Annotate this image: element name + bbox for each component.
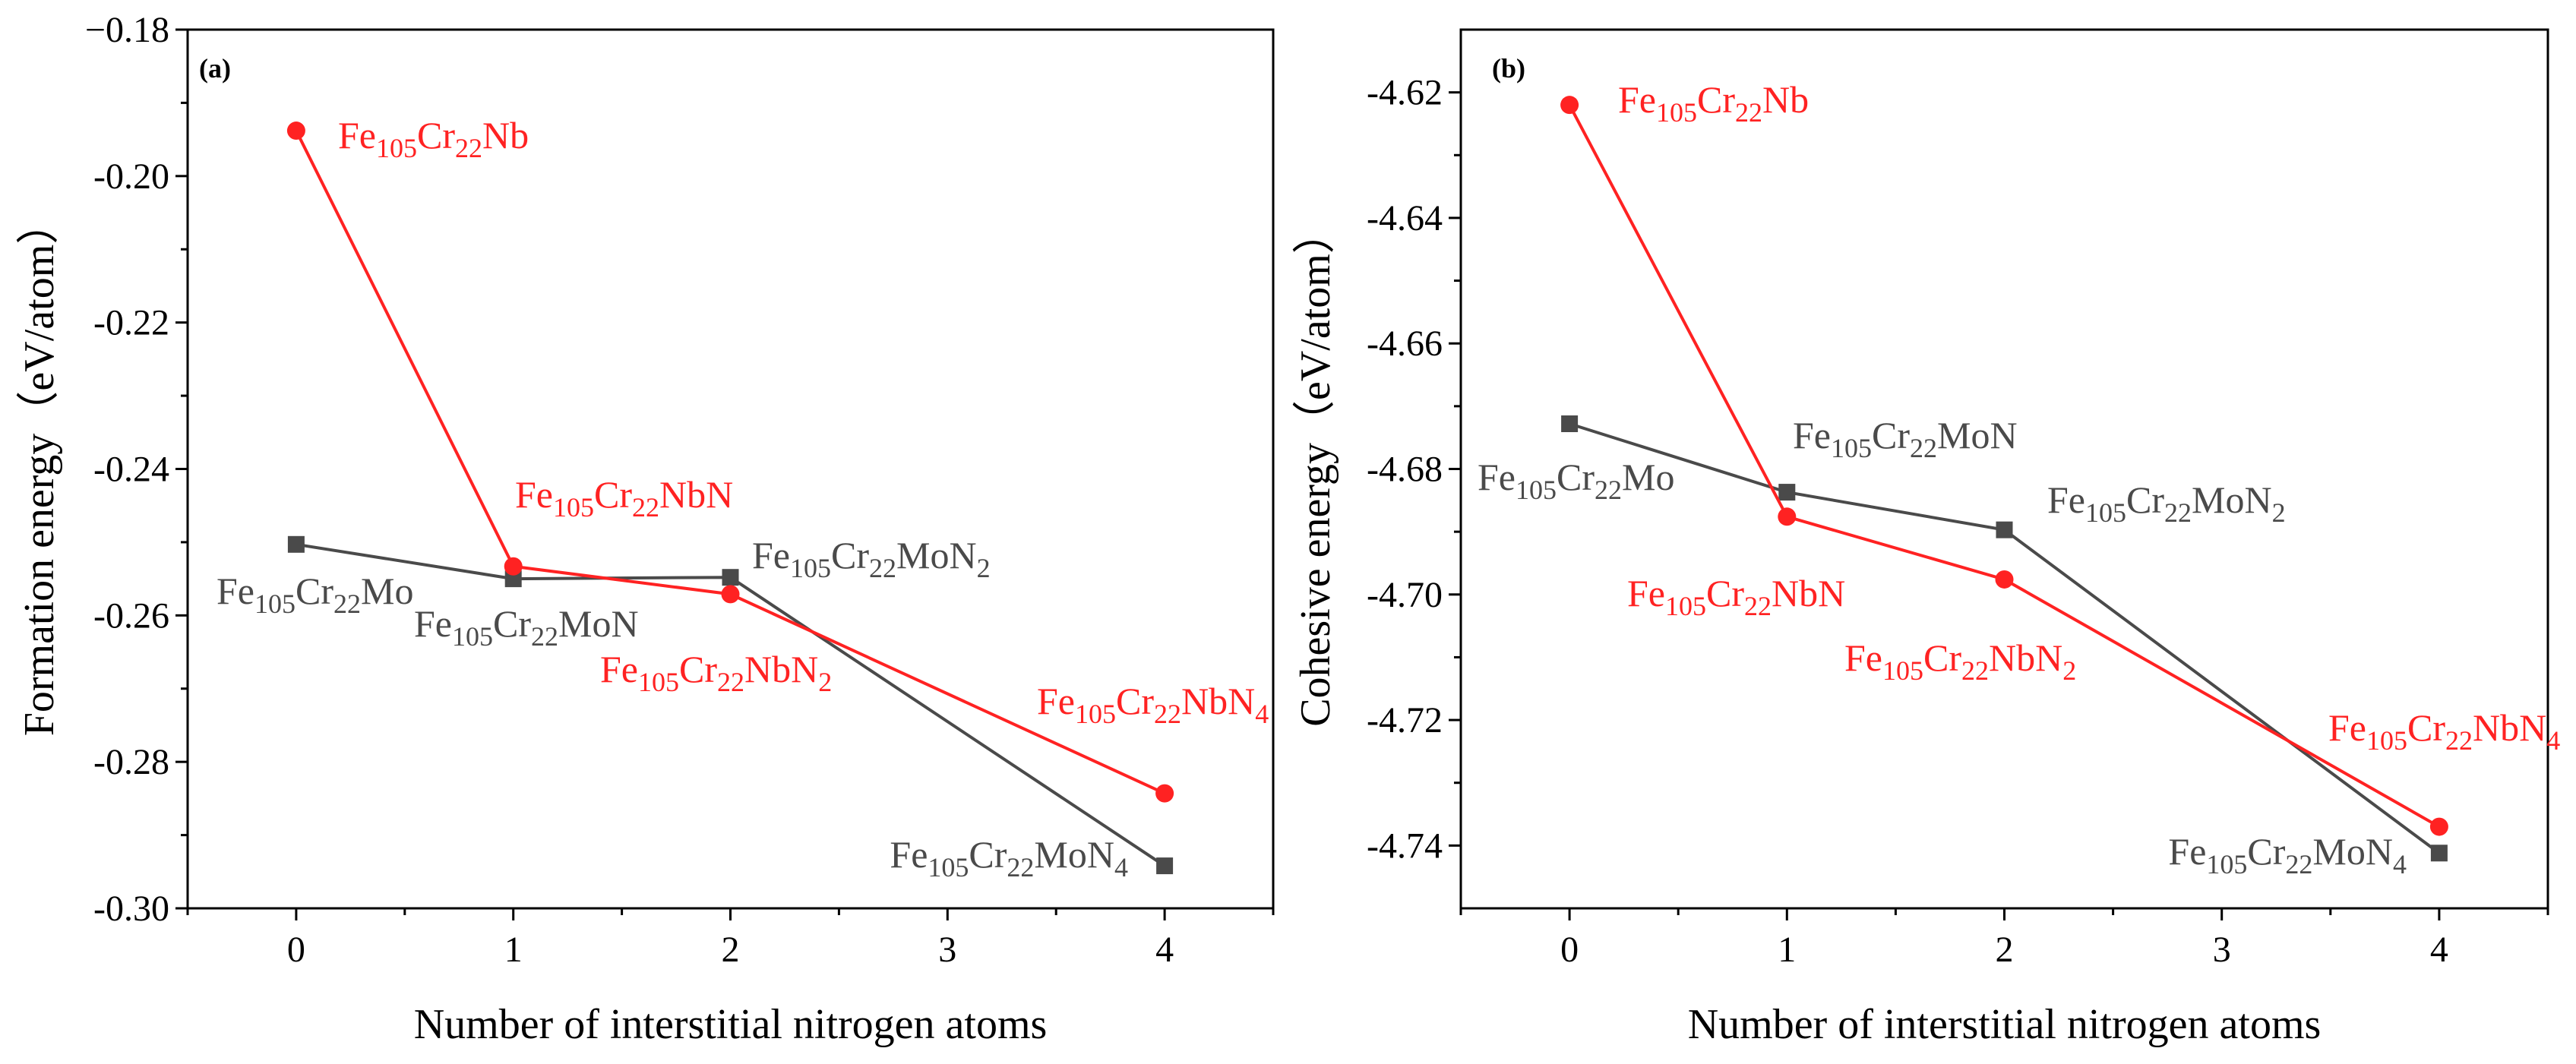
x-tick-label: 1 [1778, 930, 1796, 970]
y-tick-label: -0.24 [93, 450, 169, 490]
x-tick-label: 4 [2430, 930, 2448, 970]
data-label: Fe105Cr22Nb [338, 114, 529, 163]
data-point-circle [1560, 96, 1579, 115]
data-point-square [1996, 521, 2013, 538]
data-label: Fe105Cr22NbN2 [600, 648, 832, 697]
x-tick-label: 4 [1155, 930, 1174, 970]
y-tick-label: -4.74 [1367, 826, 1443, 866]
x-tick-label: 1 [504, 930, 523, 970]
series-line [295, 130, 1165, 795]
data-label: Fe105Cr22MoN2 [752, 534, 991, 583]
y-tick-label: -0.26 [93, 595, 169, 636]
y-tick-label: -4.70 [1367, 575, 1443, 615]
series-nb: Fe105Cr22Nb Fe105Cr22NbN Fe105Cr22NbN2 Fe10… [1560, 78, 2560, 836]
plot-frame [186, 28, 1275, 910]
series-line [1569, 422, 2441, 854]
data-label: Fe105Cr22Mo [217, 570, 413, 619]
data-label: Fe105Cr22NbN [515, 473, 733, 523]
y-tick-label: -4.64 [1367, 198, 1443, 238]
x-axis-label: Number of interstitial nitrogen atoms [1688, 1001, 2322, 1048]
data-point-circle [1155, 784, 1174, 803]
data-point-square [1561, 415, 1579, 432]
y-tick-label: -4.62 [1367, 73, 1443, 113]
data-label: Fe105Cr22MoN [414, 602, 639, 652]
data-point-circle [286, 122, 305, 140]
x-tick-label: 0 [1560, 930, 1579, 970]
data-label: Fe105Cr22MoN4 [890, 833, 1128, 882]
data-label: Fe105Cr22NbN [1627, 572, 1845, 621]
data-point-square [1156, 857, 1174, 875]
chart-panel-b: 0 1 2 3 4 -4.74 -4.72 -4.70 -4.68 -4.66 -4.64 -4.62… [1292, 28, 2560, 1048]
data-label: Fe105Cr22Mo [1478, 456, 1674, 505]
y-tick-label: -0.20 [93, 156, 169, 197]
x-tick-label: 3 [2213, 930, 2231, 970]
data-label: Fe105Cr22MoN4 [2168, 830, 2407, 879]
y-tick-label: -4.72 [1367, 700, 1443, 740]
data-point-square [287, 535, 305, 553]
data-label: Fe105Cr22MoN2 [2047, 478, 2286, 528]
y-tick-label: -0.28 [93, 742, 169, 782]
data-point-circle [721, 585, 740, 604]
x-tick-label: 0 [287, 930, 305, 970]
x-tick-label: 2 [722, 930, 740, 970]
y-tick-label: -4.66 [1367, 324, 1443, 364]
data-point-square [722, 569, 739, 586]
panel-label: (b) [1492, 53, 1525, 84]
chart-panel-a: 0 1 2 3 4 -0.30 -0.28 -0.26 -0.24 -0.22 -0.20 −0.18… [16, 10, 1275, 1048]
series-line [296, 542, 1166, 867]
x-tick-label: 3 [938, 930, 956, 970]
data-point-square [504, 570, 522, 588]
panel-label: (a) [199, 53, 231, 84]
y-tick-label: -0.22 [93, 303, 169, 343]
y-axis-label: Formation energy（eV/atom） [16, 202, 63, 737]
y-axis-label: Cohesive energy（eV/atom） [1292, 211, 1339, 727]
y-tick-label: -4.68 [1367, 450, 1443, 490]
data-label: Fe105Cr22NbN2 [1844, 636, 2076, 686]
x-tick-label: 2 [1996, 930, 2014, 970]
y-tick-label: −0.18 [85, 10, 169, 50]
data-point-circle [2429, 817, 2448, 836]
data-point-square [2430, 845, 2448, 862]
data-label: Fe105Cr22NbN4 [2328, 706, 2560, 756]
data-point-square [1778, 484, 1796, 501]
data-point-circle [504, 557, 523, 576]
data-label: Fe105Cr22MoN [1793, 414, 2018, 463]
series-mo: Fe105Cr22Mo Fe105Cr22MoN Fe105Cr22MoN2 Fe10… [1478, 414, 2448, 879]
data-label: Fe105Cr22Nb [1618, 78, 1809, 128]
series-line [1568, 104, 2440, 829]
data-label: Fe105Cr22NbN4 [1037, 680, 1269, 729]
x-axis-label: Number of interstitial nitrogen atoms [414, 1001, 1048, 1048]
data-point-circle [1995, 570, 2014, 589]
y-tick-label: -0.30 [93, 889, 169, 929]
data-point-circle [1778, 507, 1797, 526]
